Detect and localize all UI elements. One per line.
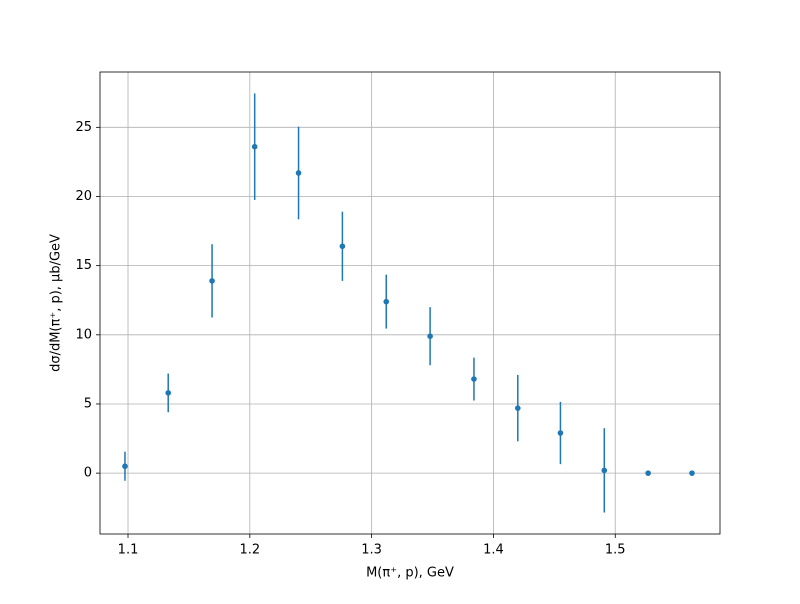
y-axis-label: dσ/dM(π⁺, p), μb/GeV	[49, 234, 64, 372]
x-tick-label: 1.3	[361, 543, 382, 558]
y-tick-label: 10	[75, 327, 92, 342]
plot-frame	[99, 71, 721, 535]
x-tick-label: 1.1	[118, 543, 139, 558]
data-point	[165, 390, 172, 396]
x-tick-label: 1.4	[483, 543, 504, 558]
x-tick-label: 1.2	[239, 543, 260, 558]
data-point	[645, 470, 651, 476]
data-point	[339, 243, 346, 250]
data-point	[295, 170, 302, 176]
data-point	[557, 430, 564, 436]
data-point	[209, 278, 215, 284]
data-point	[601, 467, 608, 474]
y-tick-label: 15	[75, 258, 92, 273]
y-tick-label: 25	[75, 120, 92, 135]
x-axis-label: M(π⁺, p), GeV	[366, 566, 454, 581]
y-tick-label: 5	[84, 396, 92, 411]
y-tick-label: 0	[84, 466, 92, 481]
data-point	[471, 376, 477, 382]
data-point	[689, 470, 695, 476]
data-point	[122, 463, 128, 470]
x-tick-label: 1.5	[605, 543, 626, 558]
data-point	[427, 333, 433, 339]
data-point	[251, 143, 258, 150]
y-tick-label: 20	[75, 189, 92, 204]
data-point	[514, 405, 521, 411]
data-point	[383, 298, 390, 305]
